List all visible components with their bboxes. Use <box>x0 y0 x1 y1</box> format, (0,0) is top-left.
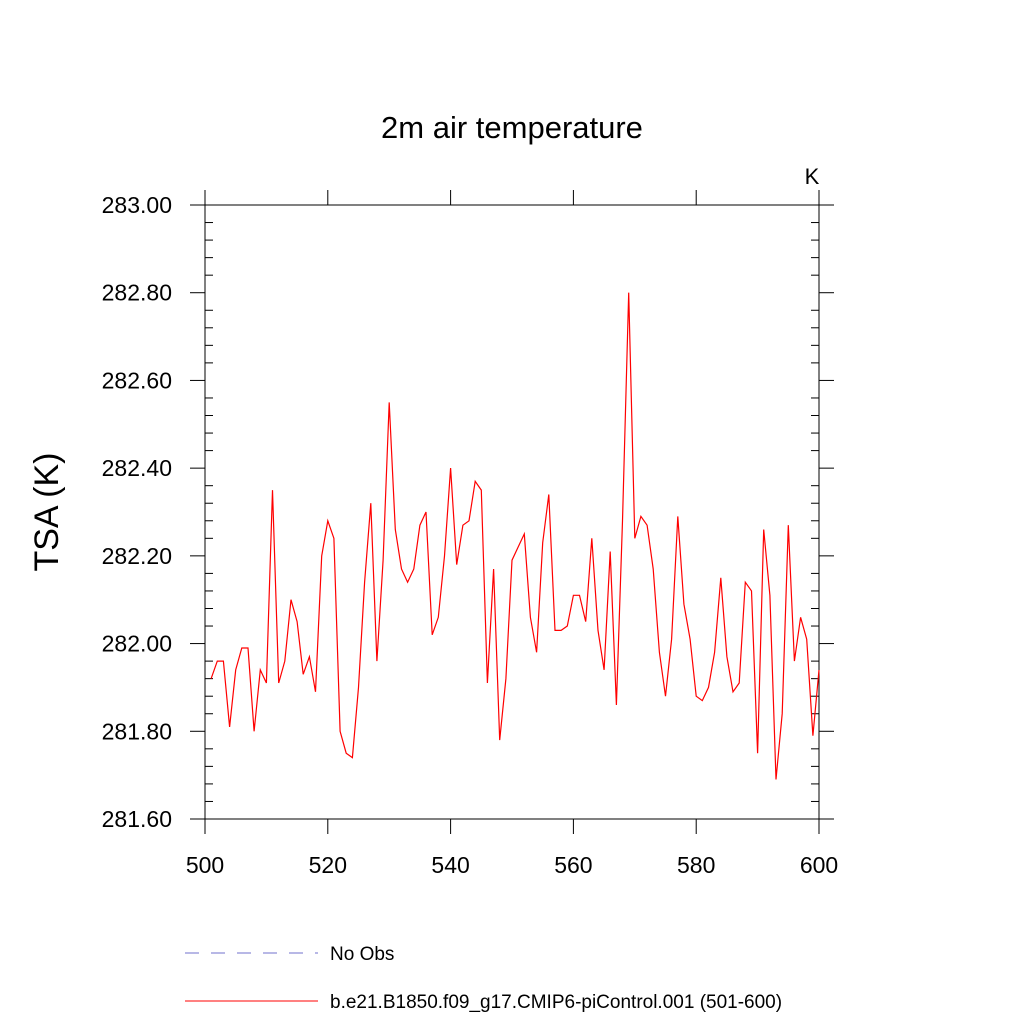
x-tick-label: 520 <box>309 852 347 878</box>
y-tick-labels: 281.60 281.80 282.00 282.20 282.40 282.60 282.… <box>102 192 172 832</box>
y-tick-label: 282.60 <box>102 367 172 393</box>
y-tick-label: 283.00 <box>102 192 172 218</box>
x-tick-label: 500 <box>186 852 224 878</box>
x-tick-label: 540 <box>431 852 469 878</box>
legend-label: No Obs <box>330 944 394 965</box>
chart-title: 2m air temperature <box>381 110 643 145</box>
y-tick-label: 281.80 <box>102 718 172 744</box>
legend: No Obs b.e21.B1850.f09_g17.CMIP6-piContro… <box>185 944 782 1013</box>
y-tick-label: 282.80 <box>102 280 172 306</box>
x-tick-label: 580 <box>677 852 715 878</box>
x-tick-label: 560 <box>554 852 592 878</box>
y-tick-label: 282.40 <box>102 455 172 481</box>
series-lines <box>210 292 820 780</box>
series-line <box>210 292 820 780</box>
x-tick-label: 600 <box>800 852 838 878</box>
y-tick-label: 282.20 <box>102 543 172 569</box>
y-tick-label: 282.00 <box>102 631 172 657</box>
legend-label: b.e21.B1850.f09_g17.CMIP6-piControl.001 … <box>330 992 782 1013</box>
plot-frame <box>204 204 820 820</box>
units-label: K <box>805 164 820 189</box>
y-axis-label: TSA (K) <box>28 452 66 571</box>
y-tick-label: 281.60 <box>102 806 172 832</box>
x-tick-labels: 500 520 540 560 580 600 <box>186 852 838 878</box>
axis-ticks <box>190 190 834 834</box>
